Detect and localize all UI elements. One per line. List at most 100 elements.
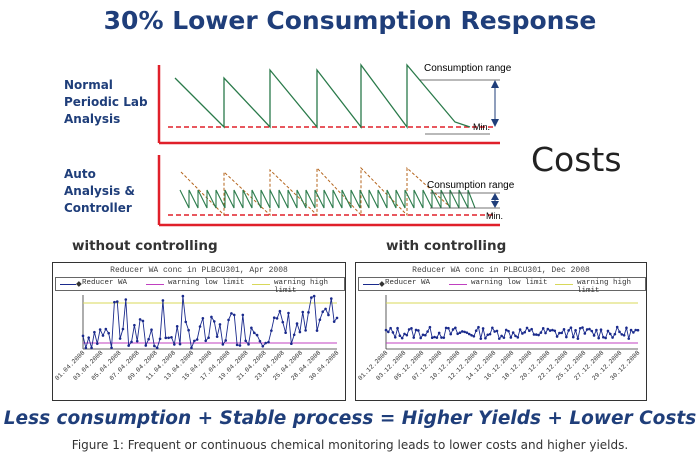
data-point <box>335 316 339 320</box>
data-point <box>590 329 594 333</box>
label-line: Analysis & <box>64 184 135 198</box>
data-point <box>428 325 432 329</box>
data-point <box>608 332 612 336</box>
data-point <box>477 325 480 329</box>
data-point <box>193 339 196 343</box>
consumption-range-label-bottom: Consumption range <box>427 180 515 191</box>
data-point <box>447 326 450 330</box>
data-point <box>400 336 404 340</box>
data-point <box>484 336 487 340</box>
data-point <box>426 330 429 333</box>
data-point <box>523 330 527 334</box>
data-point <box>622 334 626 337</box>
data-point <box>403 332 406 336</box>
data-point <box>287 311 290 315</box>
data-point <box>516 336 520 339</box>
legend-series-marker: ◆ <box>363 279 385 288</box>
data-point <box>133 323 136 327</box>
data-point <box>530 327 533 331</box>
data-point <box>606 329 610 333</box>
data-point <box>602 335 605 339</box>
data-point <box>424 333 427 337</box>
data-point <box>389 326 392 330</box>
data-point <box>113 300 116 304</box>
right-chart-plot: 01.12.200803.12.200805.12.200807.12.2008… <box>357 295 641 382</box>
data-point <box>588 327 591 331</box>
data-point <box>562 327 566 331</box>
label-line: Normal <box>64 78 113 92</box>
label-line: Analysis <box>64 112 121 126</box>
data-point <box>558 331 561 335</box>
data-point <box>592 334 596 337</box>
data-point <box>437 331 441 335</box>
data-point <box>310 296 313 299</box>
data-point <box>107 331 110 335</box>
data-point <box>329 297 333 300</box>
data-point <box>275 317 279 320</box>
page-title: 30% Lower Consumption Response <box>103 6 597 35</box>
data-point <box>158 337 162 341</box>
data-point <box>532 333 536 336</box>
with-controlling-subtitle: with controlling <box>386 238 507 254</box>
data-point <box>472 335 476 338</box>
data-point <box>93 330 96 334</box>
data-point <box>440 336 443 339</box>
data-point <box>393 336 397 339</box>
data-point <box>81 334 85 338</box>
legend-series: Reducer WA <box>385 279 431 287</box>
consumption-diagram <box>157 63 500 227</box>
data-point <box>138 318 142 321</box>
chart-without-controlling: Reducer WA conc in PLBCU301, Apr 2008 ◆ … <box>52 262 346 401</box>
data-point <box>474 329 478 333</box>
data-point <box>502 336 506 339</box>
data-point <box>304 329 307 332</box>
data-point <box>578 326 582 330</box>
data-point <box>167 336 170 340</box>
data-point <box>555 335 559 338</box>
data-point <box>546 327 550 331</box>
data-point <box>301 310 305 314</box>
data-point <box>84 346 88 350</box>
legend-high: warning high limit <box>577 279 632 295</box>
data-trace <box>82 295 338 350</box>
data-point <box>613 332 617 336</box>
data-point <box>497 337 501 340</box>
data-point <box>187 328 190 332</box>
data-point <box>493 330 496 333</box>
chart-with-controlling: Reducer WA conc in PLBCU301, Dec 2008 ◆ … <box>355 262 647 401</box>
data-point <box>518 328 522 331</box>
data-point <box>312 294 316 298</box>
data-point <box>332 320 336 323</box>
data-point <box>147 337 150 341</box>
data-point <box>581 326 584 329</box>
data-point <box>521 332 524 335</box>
legend-low: warning low limit <box>471 279 548 287</box>
data-point <box>514 334 517 338</box>
data-point <box>307 311 310 314</box>
data-point <box>144 344 148 347</box>
data-point <box>571 335 575 339</box>
data-point <box>124 298 128 301</box>
data-point <box>281 320 285 324</box>
data-point <box>569 326 573 329</box>
data-point <box>430 336 434 339</box>
data-point <box>190 346 193 350</box>
data-point <box>284 331 287 335</box>
data-point <box>509 336 513 339</box>
data-point <box>421 333 425 337</box>
data-point <box>181 294 185 298</box>
data-point <box>292 333 296 337</box>
data-point <box>414 328 418 332</box>
data-point <box>618 330 621 334</box>
data-point <box>141 319 145 323</box>
data-point <box>560 331 564 335</box>
data-point <box>405 333 409 337</box>
data-point <box>565 335 568 339</box>
data-point <box>235 343 239 347</box>
data-point <box>230 312 233 315</box>
arrow-down-icon <box>491 201 499 208</box>
data-point <box>270 329 273 332</box>
data-point <box>534 333 538 336</box>
data-point <box>407 328 411 331</box>
data-point <box>232 313 236 317</box>
